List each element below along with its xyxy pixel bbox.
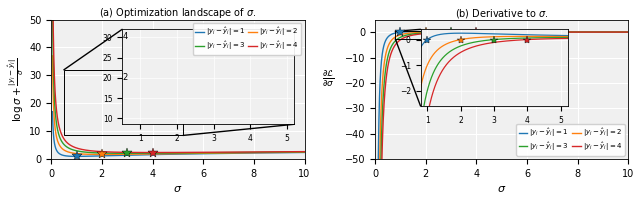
Title: (b) Derivative to $\sigma$.: (b) Derivative to $\sigma$. [455, 7, 548, 20]
X-axis label: $\sigma$: $\sigma$ [497, 184, 506, 194]
Legend: $|y_i - \hat{y}_i| = 1$, $|y_i - \hat{y}_i| = 3$, $|y_i - \hat{y}_i| = 2$, $|y_i: $|y_i - \hat{y}_i| = 1$, $|y_i - \hat{y}… [516, 124, 625, 156]
Title: (a) Optimization landscape of $\sigma$.: (a) Optimization landscape of $\sigma$. [99, 6, 257, 20]
Bar [396, 31, 507, 39]
Bar [64, 70, 183, 135]
Y-axis label: $\frac{\partial \mathcal{L}}{\partial \sigma}$: $\frac{\partial \mathcal{L}}{\partial \s… [322, 69, 334, 89]
Legend: $|y_i - \hat{y}_i| = 1$, $|y_i - \hat{y}_i| = 3$, $|y_i - \hat{y}_i| = 2$, $|y_i: $|y_i - \hat{y}_i| = 1$, $|y_i - \hat{y}… [193, 23, 301, 55]
X-axis label: $\sigma$: $\sigma$ [173, 184, 182, 194]
Y-axis label: $\log \sigma + \frac{|y_i - \hat{y}_i|}{\sigma}$: $\log \sigma + \frac{|y_i - \hat{y}_i|}{… [6, 57, 26, 122]
